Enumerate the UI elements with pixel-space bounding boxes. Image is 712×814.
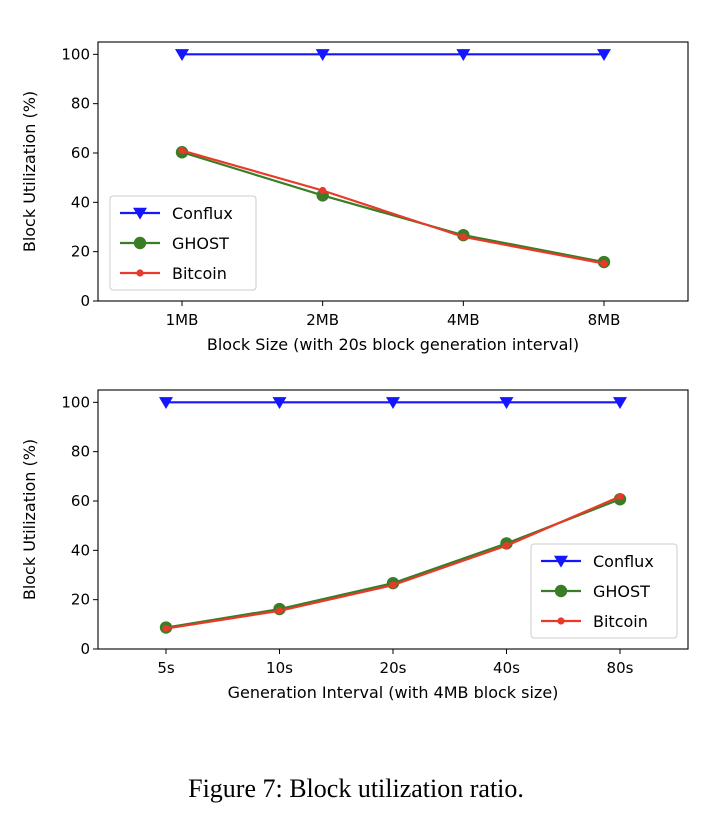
legend: Conflux GHOST Bitcoin [109, 195, 257, 291]
y-tick-label: 80 [71, 443, 90, 461]
data-point-bitcoin [275, 607, 284, 615]
y-tick-label: 40 [71, 541, 90, 559]
data-point-conflux [613, 397, 627, 409]
data-point-conflux [456, 49, 471, 61]
y-tick-label: 100 [61, 45, 90, 63]
data-point-bitcoin [162, 624, 170, 633]
x-tick-label: 10s [266, 659, 293, 677]
legend: Conflux GHOST Bitcoin [530, 543, 678, 639]
data-point-conflux [315, 49, 330, 61]
y-tick-label: 0 [80, 292, 90, 310]
x-tick-label: 4MB [447, 311, 480, 329]
plot-frame [97, 41, 689, 302]
data-point-conflux [175, 49, 189, 61]
series-bitcoin [162, 492, 624, 633]
data-point-bitcoin [600, 259, 608, 268]
y-tick-label: 100 [61, 393, 90, 411]
legend-label-ghost: GHOST [593, 582, 650, 601]
x-axis-label: Generation Interval (with 4MB block size… [228, 683, 559, 702]
series-bitcoin [178, 146, 608, 268]
data-point-bitcoin [178, 146, 186, 155]
data-point-conflux [499, 397, 514, 409]
legend-label-conflux: Conflux [172, 204, 233, 223]
series-conflux [159, 397, 627, 409]
data-point-conflux [272, 397, 287, 409]
y-tick-label: 80 [71, 95, 90, 113]
x-axis-label: Block Size (with 20s block generation in… [207, 335, 579, 354]
legend-label-bitcoin: Bitcoin [172, 264, 227, 283]
data-point-bitcoin [616, 492, 624, 501]
x-tick-label: 20s [380, 659, 407, 677]
x-tick-label: 1MB [166, 311, 199, 329]
x-tick-label: 40s [493, 659, 520, 677]
y-tick-label: 20 [71, 591, 90, 609]
x-tick-label: 2MB [306, 311, 339, 329]
legend-label-ghost: GHOST [172, 234, 229, 253]
x-tick-label: 5s [157, 659, 175, 677]
data-point-conflux [597, 49, 611, 61]
legend-marker-bitcoin [136, 269, 144, 277]
y-tick-label: 60 [71, 144, 90, 162]
data-point-bitcoin [459, 233, 467, 241]
legend-marker-conflux [554, 555, 568, 568]
data-point-conflux [386, 397, 400, 409]
legend-marker-conflux [133, 207, 147, 220]
legend-label-bitcoin: Bitcoin [593, 612, 648, 631]
legend-label-conflux: Conflux [593, 552, 654, 571]
series-conflux [175, 49, 611, 61]
x-tick-label: 80s [607, 659, 634, 677]
chart-block-size: 0 20 40 60 80 100 1MB 2MB 4MB 8MB Block Size (with… [20, 41, 689, 354]
x-tick-label: 8MB [588, 311, 621, 329]
y-tick-label: 20 [71, 243, 90, 261]
chart-generation-interval: 0 20 40 60 80 100 5s 10s 20s 40s 80s Generation Int… [20, 389, 689, 702]
series-line-bitcoin [181, 149, 605, 265]
legend-box [109, 195, 257, 291]
legend-marker-ghost [133, 236, 147, 250]
y-tick-label: 60 [71, 492, 90, 510]
data-point-bitcoin [319, 186, 327, 195]
y-tick-label: 40 [71, 193, 90, 211]
data-point-conflux [159, 397, 173, 409]
y-axis-label: Block Utilization (%) [20, 91, 39, 252]
legend-marker-bitcoin [557, 617, 565, 625]
data-point-bitcoin [389, 581, 397, 589]
figure-caption: Figure 7: Block utilization ratio. [188, 774, 524, 803]
y-tick-label: 0 [80, 640, 90, 658]
legend-marker-ghost [554, 584, 568, 598]
data-point-bitcoin [502, 542, 511, 550]
y-axis-label: Block Utilization (%) [20, 439, 39, 600]
series-line-ghost [181, 151, 605, 264]
legend-box [530, 543, 678, 639]
